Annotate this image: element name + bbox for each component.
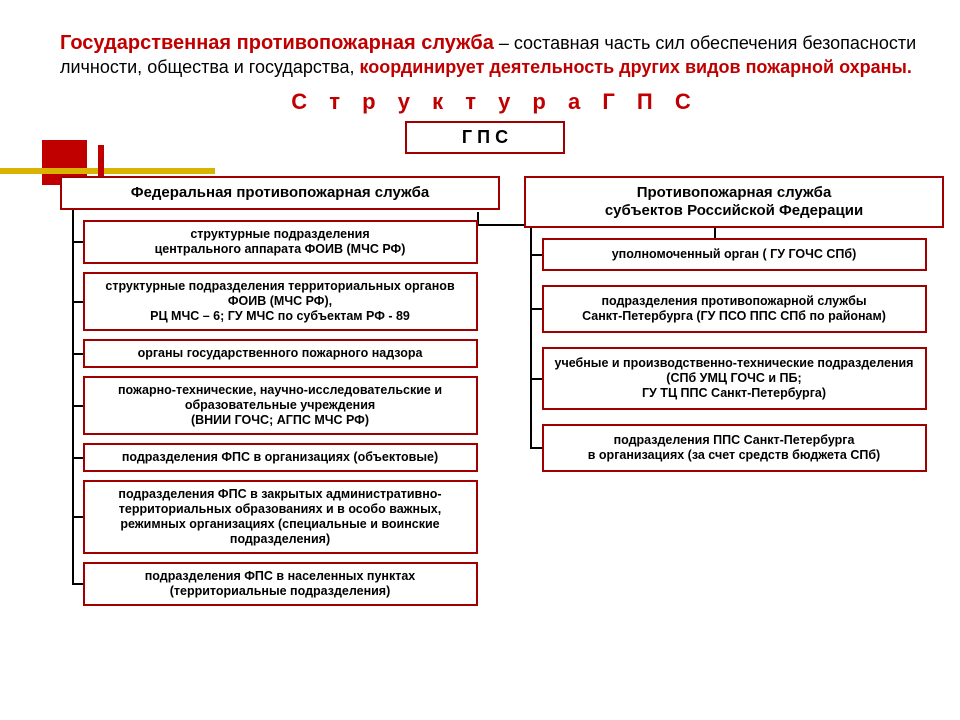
right-tick: [530, 447, 542, 449]
left-box-3: пожарно-технические, научно-исследовател…: [83, 376, 478, 435]
right-tick: [530, 308, 542, 310]
left-box-0: структурные подразделенияцентрального ап…: [83, 220, 478, 264]
left-box-4: подразделения ФПС в организациях (объект…: [83, 443, 478, 472]
left-box-5: подразделения ФПС в закрытых администрат…: [83, 480, 478, 554]
left-header: Федеральная противопожарная служба: [60, 176, 500, 210]
column-right: Противопожарная службасубъектов Российск…: [524, 176, 944, 614]
left-box-6: подразделения ФПС в населенных пунктах (…: [83, 562, 478, 606]
right-box-3: подразделения ППС Санкт-Петербургав орга…: [542, 424, 927, 472]
left-tick: [72, 457, 83, 459]
page: Государственная противопожарная служба –…: [0, 0, 960, 720]
column-left: Федеральная противопожарная служба струк…: [60, 176, 500, 614]
left-tick: [72, 405, 83, 407]
lead-title: Государственная противопожарная служба: [60, 32, 494, 54]
left-items-container: структурные подразделенияцентрального ап…: [83, 220, 478, 614]
left-tick: [72, 583, 83, 585]
left-tick: [72, 353, 83, 355]
deco-horizontal-bar: [0, 168, 215, 174]
right-header: Противопожарная службасубъектов Российск…: [524, 176, 944, 228]
right-box-1: подразделения противопожарной службыСанк…: [542, 285, 927, 333]
left-tick: [72, 301, 83, 303]
left-box-1: структурные подразделения территориальны…: [83, 272, 478, 331]
right-box-0: уполномоченный орган ( ГУ ГОЧС СПб): [542, 238, 927, 271]
right-tick: [530, 254, 542, 256]
lead-paragraph: Государственная противопожарная служба –…: [60, 30, 930, 79]
left-tick: [72, 241, 83, 243]
right-box-2: учебные и производственно-технические по…: [542, 347, 927, 410]
right-items-container: уполномоченный орган ( ГУ ГОЧС СПб) подра…: [542, 238, 927, 486]
left-tick: [72, 516, 83, 518]
right-tick: [530, 378, 542, 380]
chart-title: С т р у к т у р а Г П С: [60, 89, 930, 115]
root-node: Г П С: [405, 121, 565, 154]
branches: Федеральная противопожарная служба струк…: [60, 176, 940, 614]
lead-emphasis: координирует деятельность других видов п…: [360, 57, 912, 77]
left-box-2: органы государственного пожарного надзор…: [83, 339, 478, 368]
